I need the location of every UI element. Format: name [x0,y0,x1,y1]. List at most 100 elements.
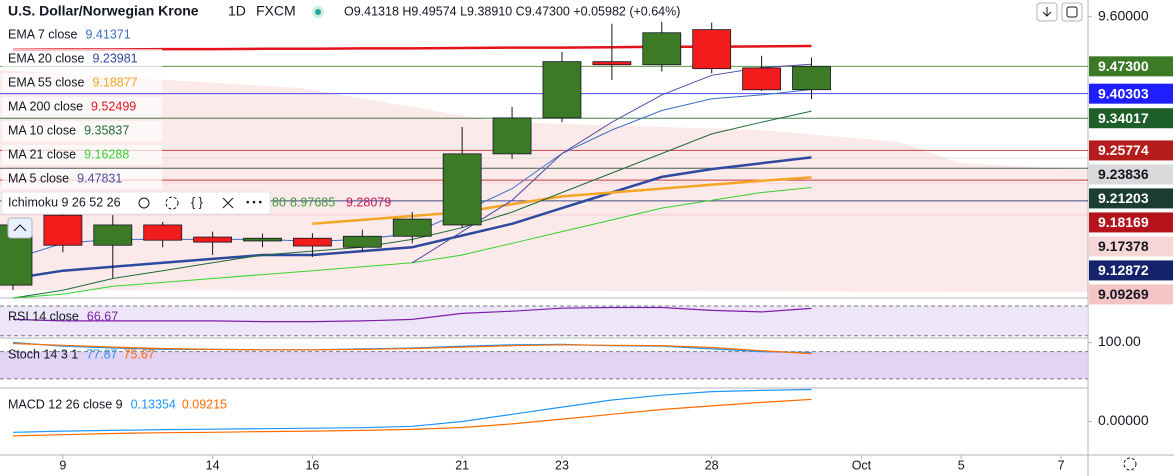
price-badge [1089,108,1173,129]
price-badge [1089,284,1173,305]
collapse-icon [13,224,27,232]
candle-body [542,61,582,119]
legend-bg [2,145,162,165]
band-fill [0,351,1088,379]
ichimoku-value: 80 [272,195,286,209]
legend-bg [2,73,162,93]
candle-body [342,235,382,248]
eye-icon[interactable] [138,197,150,209]
source-code-icon[interactable]: { } [191,195,203,209]
x-tick-label: 9 [59,458,66,472]
candle-body [193,236,233,243]
indicator-line [12,306,812,323]
legend-name: MA 21 close [8,147,76,161]
legend-value: 9.35837 [84,123,129,137]
pane-value: 77.87 [86,347,117,361]
gear-icon[interactable] [1123,457,1137,471]
price-badge-label: 9.17378 [1098,238,1149,254]
legend-value: 9.16288 [84,147,129,161]
y-tick-label: 9.60000 [1098,7,1149,23]
ichimoku-box [1,191,271,215]
price-badge-label: 9.21203 [1098,190,1149,206]
price-badge [1089,83,1173,104]
interval: 1D [228,3,246,19]
y-tick-label: 0.00000 [1098,412,1149,428]
title-bg [2,2,702,22]
pane-title: RSI 14 close [8,309,79,323]
pane-title: Stoch 14 3 1 [8,347,78,361]
candle-body [492,117,532,155]
settings-icon[interactable] [165,196,179,210]
price-badge-label: 9.47300 [1098,58,1149,74]
legend-name: MA 10 close [8,123,76,137]
indicator-line [312,176,812,226]
legend-name: MA 200 close [8,99,83,113]
down-icon [1042,7,1052,17]
marks [0,16,1173,459]
ichimoku-value: 8.97685 [290,195,335,209]
price-badge [1089,164,1173,185]
x-tick-label: 5 [958,458,965,472]
price-badge [1089,140,1173,161]
pane-title: MACD 12 26 close 9 [8,397,123,411]
indicator-line [12,342,812,355]
pane-value: 66.67 [87,309,118,323]
legend-bg [2,25,162,45]
candle-body [93,224,133,246]
legend-bg [2,169,162,189]
ichimoku-label: Ichimoku 9 26 52 26 [8,195,121,209]
price-badge-label: 9.12872 [1098,262,1149,278]
price-badge-label: 9.09269 [1098,286,1149,302]
x-tick-label: 21 [455,458,469,472]
legend-name: MA 5 close [8,171,69,185]
legend-bg [2,97,162,117]
price-badge [1089,56,1173,77]
price-badge-label: 9.40303 [1098,85,1149,101]
candle-body [143,224,183,241]
labels: U.S. Dollar/Norwegian Krone 1D FXCM O9.4… [1,2,1149,472]
candle-body [642,32,682,66]
legend-value: 9.47831 [77,171,122,185]
candle-body [392,218,432,237]
cloud-shade [0,70,1088,292]
legend-bg [2,121,162,141]
pane-value: 75.67 [123,347,154,361]
status-dot-inner [315,9,321,15]
price-badge [1089,260,1173,281]
reset-icon [1066,6,1078,18]
indicator-line [12,156,812,280]
more-icon[interactable]: • • • [246,198,263,209]
price-badge [1089,212,1173,233]
symbol-title: U.S. Dollar/Norwegian Krone [8,3,199,19]
x-tick-label: 7 [1058,458,1065,472]
price-badge-label: 9.34017 [1098,110,1149,126]
x-tick-label: 14 [206,458,220,472]
legend-bg [2,49,162,69]
indicator-line [12,388,812,433]
collapse-button[interactable] [7,217,33,239]
legend-name: EMA 55 close [8,75,84,89]
reset-button[interactable] [1061,2,1083,22]
legend-value: 9.41371 [85,27,130,41]
source: FXCM [256,3,296,19]
pane-value: 0.13354 [131,397,176,411]
x-tick-label: 23 [555,458,569,472]
y-tick-label: 100.00 [1098,333,1141,349]
price-badge-label: 9.18169 [1098,214,1149,230]
candle-body [293,237,332,247]
candle-body [792,65,831,91]
candle-body [43,214,83,246]
indicator-line [12,398,812,437]
x-tick-label: 16 [305,458,319,472]
price-badge [1089,188,1173,209]
legend-value: 9.18877 [92,75,137,89]
candle-body [243,237,282,242]
candle-body [742,67,781,91]
close-icon[interactable] [222,197,234,209]
candle-body [692,29,732,70]
ichimoku-value: 9.28079 [346,195,391,209]
price-badge-label: 9.23836 [1098,166,1149,182]
legend-name: EMA 7 close [8,27,78,41]
